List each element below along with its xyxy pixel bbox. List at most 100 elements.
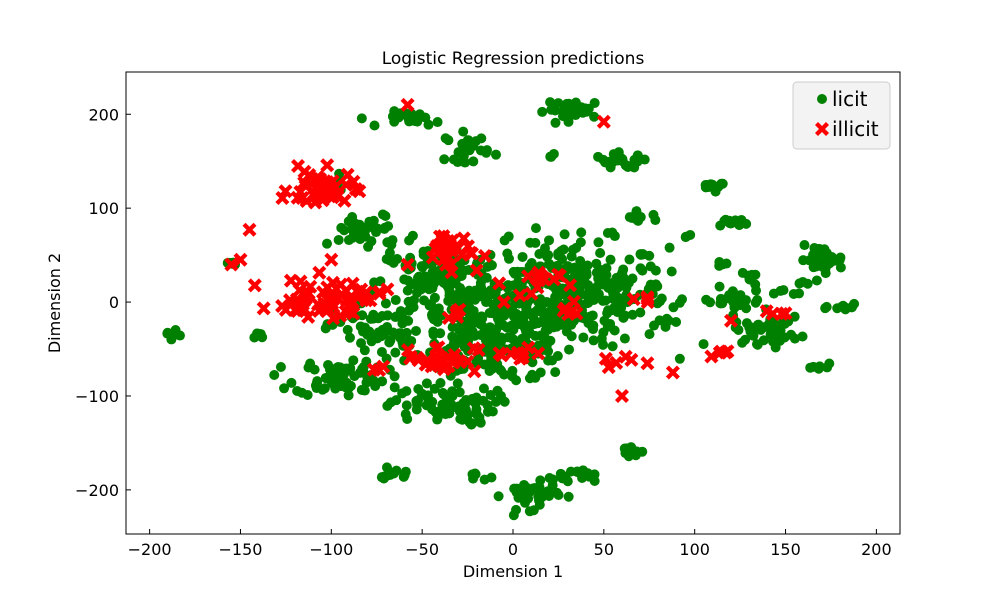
y-tick-label: 200: [88, 105, 119, 124]
illicit-point: [609, 355, 624, 370]
illicit-point: [524, 286, 539, 301]
licit-point: [376, 347, 387, 358]
licit-point: [559, 229, 570, 240]
licit-point: [164, 329, 175, 340]
points-layer: [162, 97, 860, 521]
licit-point: [348, 355, 359, 366]
licit-point: [470, 136, 481, 147]
licit-point: [822, 362, 833, 373]
illicit-point: [704, 349, 719, 364]
illicit-point: [342, 293, 357, 308]
licit-point: [542, 486, 553, 497]
licit-point: [737, 337, 748, 348]
illicit-point: [324, 252, 339, 267]
licit-point: [820, 303, 831, 314]
licit-point: [835, 262, 846, 273]
licit-point: [650, 265, 661, 276]
illicit-point: [598, 351, 613, 366]
licit-point: [311, 378, 322, 389]
licit-point: [442, 280, 453, 291]
licit-point: [459, 265, 470, 276]
licit-point: [593, 237, 604, 248]
licit-point: [491, 149, 502, 160]
licit-point: [443, 135, 454, 146]
licit-point: [435, 328, 446, 339]
licit-point: [489, 325, 500, 336]
licit-point: [252, 328, 263, 339]
illicit-point: [596, 114, 611, 129]
illicit-point: [372, 363, 387, 377]
licit-point: [648, 209, 659, 220]
licit-point: [585, 287, 596, 298]
licit-point: [752, 339, 763, 350]
licit-point: [563, 98, 574, 109]
licit-point: [530, 223, 541, 234]
licit-point: [733, 293, 744, 304]
licit-point: [502, 282, 513, 293]
illicit-point: [460, 354, 475, 369]
y-tick-label: −200: [75, 481, 119, 500]
licit-point: [359, 345, 370, 356]
illicit-point: [312, 265, 327, 280]
licit-point: [382, 310, 393, 321]
illicit-point: [233, 252, 248, 267]
licit-point: [321, 238, 332, 249]
licit-point: [578, 332, 589, 343]
illicit-point: [546, 272, 561, 287]
x-tick-label: 100: [679, 540, 710, 559]
licit-point: [511, 504, 522, 515]
legend: licit illicit: [792, 81, 891, 150]
licit-point: [811, 275, 822, 286]
licit-point: [741, 303, 752, 314]
licit-point: [705, 297, 716, 308]
illicit-point: [303, 279, 318, 294]
licit-point: [597, 295, 608, 306]
illicit-point: [242, 222, 257, 237]
licit-point: [613, 147, 624, 158]
licit-point: [529, 318, 540, 329]
licit-point: [550, 117, 561, 128]
licit-point: [443, 398, 454, 409]
licit-point: [503, 332, 514, 343]
licit-point: [563, 491, 574, 502]
licit-point: [588, 335, 599, 346]
licit-point: [530, 330, 541, 341]
licit-point: [509, 268, 520, 279]
licit-point: [449, 295, 460, 306]
licit-point: [390, 295, 401, 306]
licit-point: [722, 293, 733, 304]
licit-point: [609, 276, 620, 287]
x-tick-label: −100: [309, 540, 353, 559]
licit-point: [394, 328, 405, 339]
licit-point: [286, 377, 297, 388]
licit-point: [511, 313, 522, 324]
licit-point: [496, 332, 507, 343]
licit-point: [666, 266, 677, 277]
licit-point: [485, 356, 496, 367]
licit-point: [644, 329, 655, 340]
illicit-point: [492, 276, 507, 291]
illicit-point: [778, 306, 793, 321]
licit-point: [543, 250, 554, 261]
licit-point: [786, 329, 797, 340]
licit-point: [797, 331, 808, 342]
illicit-point: [515, 350, 530, 365]
licit-point: [544, 235, 555, 246]
licit-point: [570, 110, 581, 121]
licit-point: [333, 234, 344, 245]
licit-point: [617, 156, 628, 167]
licit-point: [523, 493, 534, 504]
licit-point: [439, 154, 450, 165]
licit-point: [717, 259, 728, 270]
licit-point: [750, 279, 761, 290]
licit-point: [379, 223, 390, 234]
licit-point: [700, 180, 711, 191]
licit-point: [629, 162, 640, 173]
licit-point: [467, 469, 478, 480]
licit-point: [399, 274, 410, 285]
licit-point: [368, 309, 379, 320]
licit-point: [380, 298, 391, 309]
licit-point: [605, 254, 616, 265]
licit-point: [411, 115, 422, 126]
